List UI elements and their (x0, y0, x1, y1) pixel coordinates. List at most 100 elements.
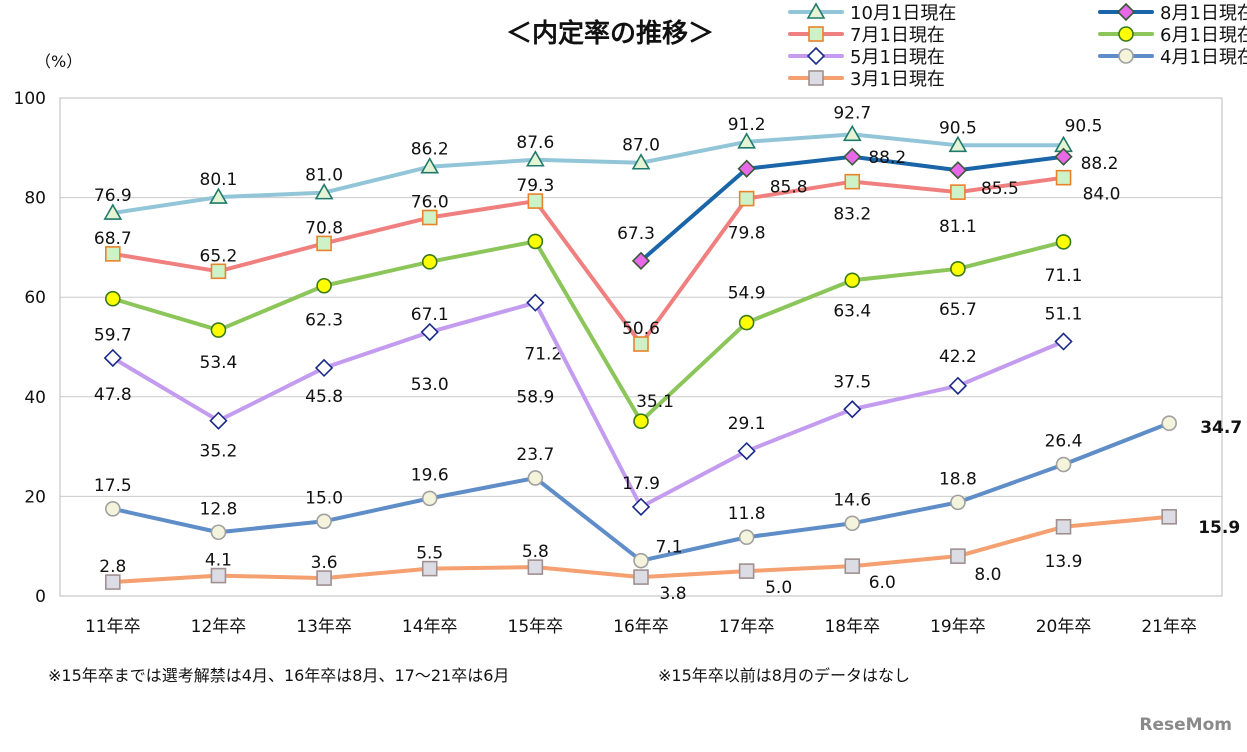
square-marker (738, 190, 755, 207)
x-tick-label: 18年卒 (824, 617, 880, 637)
data-label: 3.6 (311, 553, 338, 573)
data-label: 37.5 (833, 372, 871, 392)
diamond-marker (314, 358, 334, 378)
legend-item: 6月1日現在 (1098, 25, 1247, 46)
triangle-marker (314, 183, 334, 200)
data-label: 71.2 (524, 344, 562, 364)
data-label: 51.1 (1045, 305, 1083, 325)
series-line (112, 239, 1065, 424)
legend-item: 3月1日現在 (788, 69, 945, 90)
circle-marker (950, 261, 966, 277)
data-label: 85.8 (770, 178, 808, 198)
data-label: 90.5 (939, 118, 977, 138)
data-label: 23.7 (516, 445, 554, 465)
circle-marker (316, 277, 332, 294)
triangle-marker (525, 150, 545, 167)
data-label: 19.6 (411, 465, 449, 485)
data-label: 5.5 (416, 544, 443, 564)
data-label: 12.8 (200, 499, 238, 519)
circle-marker (421, 254, 438, 270)
data-label: 58.9 (516, 388, 554, 408)
data-label: 84.0 (1083, 185, 1121, 205)
y-axis: 0 20 40 60 80 100 (14, 89, 46, 607)
data-label: 26.4 (1045, 432, 1083, 452)
data-label: 88.2 (1081, 154, 1119, 174)
series-line (112, 132, 1064, 216)
data-label: 13.9 (1045, 552, 1083, 572)
data-label: 2.8 (99, 557, 126, 577)
diamond-marker (737, 441, 756, 461)
legend-label: 10月1日現在 (850, 3, 956, 24)
triangle-marker (737, 132, 757, 149)
data-label: 62.3 (305, 311, 343, 331)
series-5: 47.8 35.2 45.8 53.0 58.9 17.9 29.1 37.5 42.2 51.1 (94, 293, 1083, 516)
x-axis: 11年卒 12年卒 13年卒 14年卒 15年卒 16年卒 17年卒 18年卒 19年卒 20年卒… (85, 617, 1197, 637)
square-marker (421, 209, 438, 226)
diamond-marker (737, 159, 756, 178)
data-label: 68.7 (94, 229, 132, 249)
x-tick-label: 11年卒 (85, 617, 141, 637)
y-tick-label: 0 (35, 587, 46, 607)
x-tick-label: 20年卒 (1036, 617, 1092, 637)
data-label: 76.9 (94, 186, 132, 206)
series-3: 68.7 65.2 70.8 76.0 79.3 50.6 79.8 83.2 81.1 84.0 (94, 169, 1121, 352)
data-label: 45.8 (305, 387, 343, 407)
series-1: 76.9 80.1 81.0 86.2 87.6 87.0 91.2 92.7 90.5 90.5 (94, 103, 1102, 220)
square-marker (950, 184, 966, 200)
data-label: 34.7 (1200, 418, 1242, 438)
x-tick-label: 16年卒 (613, 617, 669, 637)
legend-label: 7月1日現在 (850, 25, 945, 46)
data-label: 79.8 (728, 224, 766, 244)
data-label: 4.1 (205, 551, 232, 571)
data-label: 7.1 (655, 538, 682, 558)
data-label: 79.3 (516, 176, 554, 196)
square-marker (1055, 518, 1072, 535)
data-label: 86.2 (411, 140, 449, 160)
y-tick-label: 60 (24, 288, 46, 308)
x-tick-label: 21年卒 (1141, 617, 1197, 637)
data-label: 3.8 (659, 584, 686, 604)
data-label: 17.5 (94, 476, 132, 496)
chart-title: ＜内定率の推移＞ (506, 18, 714, 49)
legend-label: 6月1日現在 (1160, 25, 1247, 46)
diamond-marker (948, 376, 968, 395)
x-tick-label: 12年卒 (191, 617, 247, 637)
diamond-marker (631, 497, 651, 516)
series-6: 17.5 12.8 15.0 19.6 23.7 7.1 11.8 14.6 18.8 26.4 3… (94, 415, 1242, 569)
data-label: 81.0 (305, 166, 343, 186)
data-label: 17.9 (622, 474, 660, 494)
circle-marker (1118, 48, 1134, 64)
data-label: 6.0 (869, 573, 896, 593)
circle-marker (210, 524, 227, 541)
data-label: 35.1 (636, 392, 674, 412)
diamond-marker (1054, 147, 1073, 166)
data-label: 53.0 (411, 375, 449, 395)
data-label: 11.8 (728, 504, 766, 524)
diamond-marker (948, 161, 968, 180)
data-label: 67.3 (617, 224, 655, 244)
diamond-marker (843, 147, 862, 166)
resemom-logo: ReseMom (1139, 715, 1232, 735)
diamond-marker (103, 348, 122, 368)
square-marker (316, 235, 332, 252)
legend-item: 8月1日現在 (1098, 2, 1247, 24)
diamond-marker (1054, 332, 1073, 351)
circle-marker (738, 314, 755, 331)
circle-marker (210, 322, 227, 338)
series-2: 67.3 85.8 88.2 85.5 88.2 (617, 147, 1119, 270)
circle-marker (105, 501, 121, 517)
square-marker (808, 26, 824, 42)
square-marker (633, 336, 649, 352)
data-label: 80.1 (200, 170, 238, 190)
y-tick-label: 40 (24, 388, 46, 408)
diamond-marker (843, 400, 862, 419)
x-tick-label: 17年卒 (719, 617, 775, 637)
circle-marker (1118, 26, 1134, 42)
series-line (112, 175, 1064, 347)
square-marker (1055, 169, 1072, 186)
series-7: 2.8 4.1 3.6 5.5 5.8 3.8 5.0 6.0 8.0 13.9 15.9 (99, 509, 1240, 604)
data-label: 59.7 (94, 326, 132, 346)
y-axis-label: （%） (35, 52, 82, 71)
legend-label: 5月1日現在 (850, 47, 945, 68)
